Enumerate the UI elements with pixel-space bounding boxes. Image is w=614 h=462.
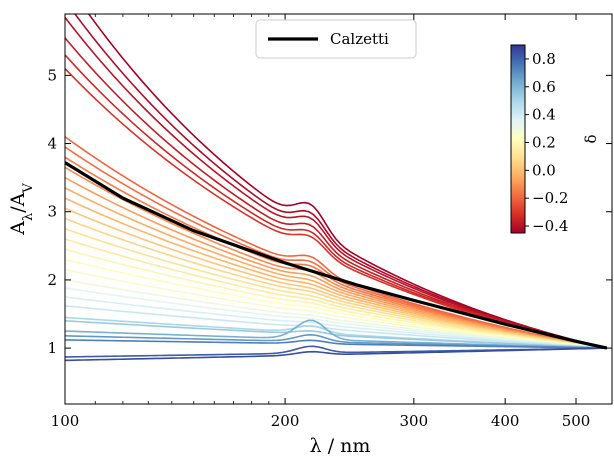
x-axis-label: λ / nm — [310, 435, 371, 457]
family-curve-line — [65, 268, 607, 349]
family-curve-line — [65, 258, 607, 349]
calzetti-series-line — [65, 161, 608, 350]
legend: Calzetti — [255, 19, 417, 59]
family-curve-line — [65, 347, 607, 362]
plot-frame — [64, 13, 613, 405]
y-tick-label: 3 — [47, 203, 57, 221]
x-tick-label: 500 — [562, 412, 591, 430]
colorbar-tick-label: −0.2 — [532, 189, 568, 207]
colorbar-tick-label: 0.8 — [532, 50, 556, 68]
colorbar-tick-label: −0.4 — [532, 217, 568, 235]
family-curve-line — [65, 16, 608, 349]
family-curve-line — [65, 166, 607, 349]
y-tick-label: 1 — [47, 339, 57, 357]
family-curve-line — [65, 320, 607, 349]
family-curve-line — [65, 248, 607, 349]
family-curve-line — [65, 339, 607, 349]
legend-box — [255, 19, 417, 59]
legend-entry-calzetti: Calzetti — [330, 30, 389, 48]
family-curve-line — [65, 296, 607, 349]
colorbar: 0.8 0.6 0.4 0.2 0.0 −0.2 −0.4 δ — [510, 44, 600, 235]
y-tick-label: 4 — [47, 135, 57, 153]
x-tick-label: 100 — [51, 412, 80, 430]
x-tick-label: 300 — [400, 412, 429, 430]
x-tick-label: 400 — [491, 412, 520, 430]
curve-family — [65, 14, 608, 362]
family-curve-line — [65, 287, 607, 349]
colorbar-bar — [510, 44, 526, 234]
y-axis-ticks: 1 2 3 4 5 — [47, 66, 612, 357]
x-tick-label: 200 — [271, 412, 300, 430]
colorbar-tick-label: 0.4 — [532, 106, 556, 124]
y-tick-label: 5 — [47, 66, 57, 84]
colorbar-tick-label: 0.0 — [532, 161, 556, 179]
y-tick-label: 2 — [47, 271, 57, 289]
family-curve-line — [65, 37, 608, 349]
y-axis-label: Aλ/AV — [7, 183, 36, 236]
colorbar-tick-label: 0.6 — [532, 78, 556, 96]
colorbar-tick-label: 0.2 — [532, 133, 556, 151]
colorbar-ticks: 0.8 0.6 0.4 0.2 0.0 −0.2 −0.4 — [525, 50, 568, 235]
x-axis-ticks: 100 200 300 400 500 — [51, 14, 591, 430]
colorbar-label: δ — [582, 134, 600, 143]
family-curve-line — [65, 345, 607, 358]
family-curve-line — [65, 305, 607, 349]
